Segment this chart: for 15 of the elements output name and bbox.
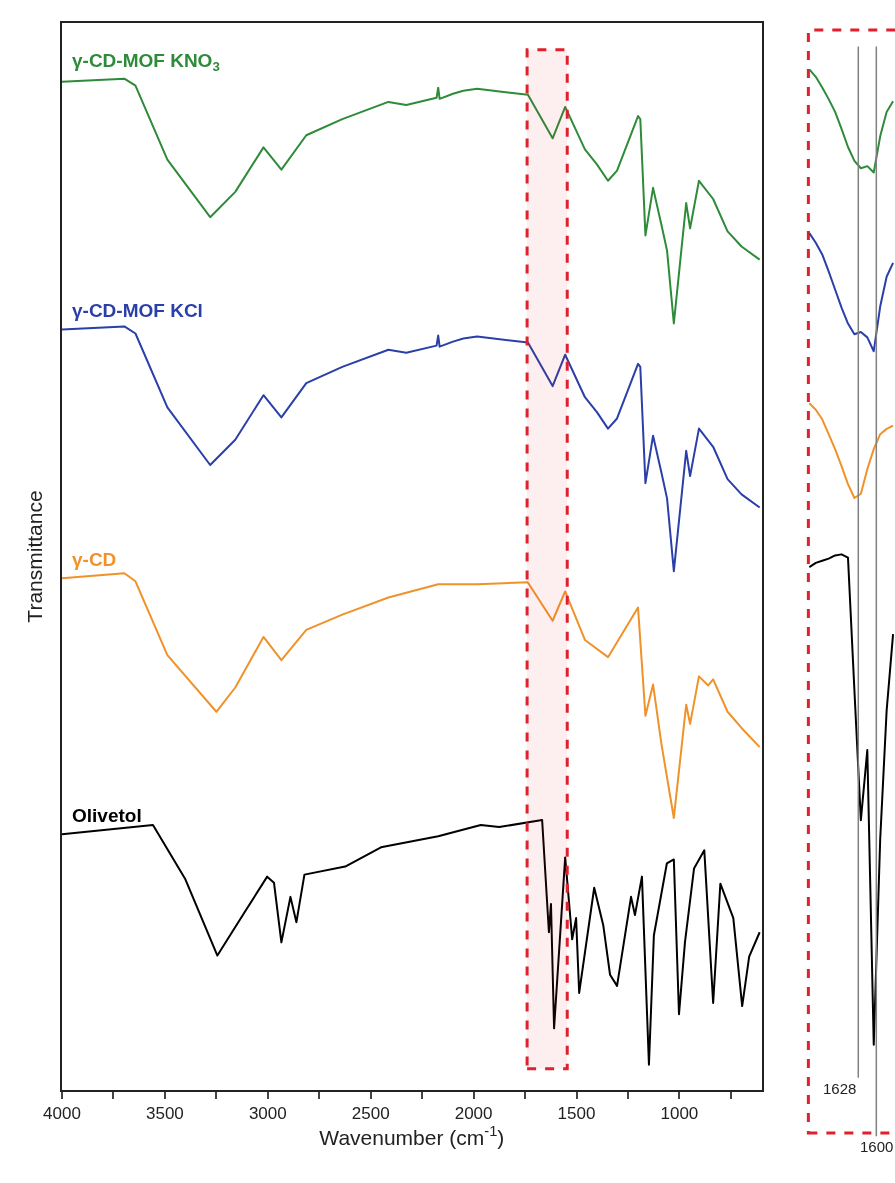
x-tick-label: 2500 xyxy=(351,1104,390,1124)
series-label: γ-CD-MOF KCl xyxy=(72,300,203,321)
series-label: γ-CD xyxy=(72,549,117,570)
text: 1600 xyxy=(860,1138,894,1155)
x-axis-title: Wavenumber (cm$^{-1}$) xyxy=(319,1123,505,1150)
annotation: 1628 xyxy=(823,1080,857,1097)
series-label: Olivetol xyxy=(72,805,142,826)
x-tick-label: 2000 xyxy=(454,1104,493,1124)
y-axis-title: Transmittance xyxy=(22,490,46,623)
x-tick-label: 1500 xyxy=(557,1104,596,1124)
series-label: γ-CD-MOF KNO$_{3}$ xyxy=(72,50,220,74)
x-tick-label: 1000 xyxy=(660,1104,699,1124)
x-tick-label: 3500 xyxy=(145,1104,184,1124)
x-tick-label: 3000 xyxy=(248,1104,287,1124)
x-tick-label: 4000 xyxy=(43,1104,81,1124)
